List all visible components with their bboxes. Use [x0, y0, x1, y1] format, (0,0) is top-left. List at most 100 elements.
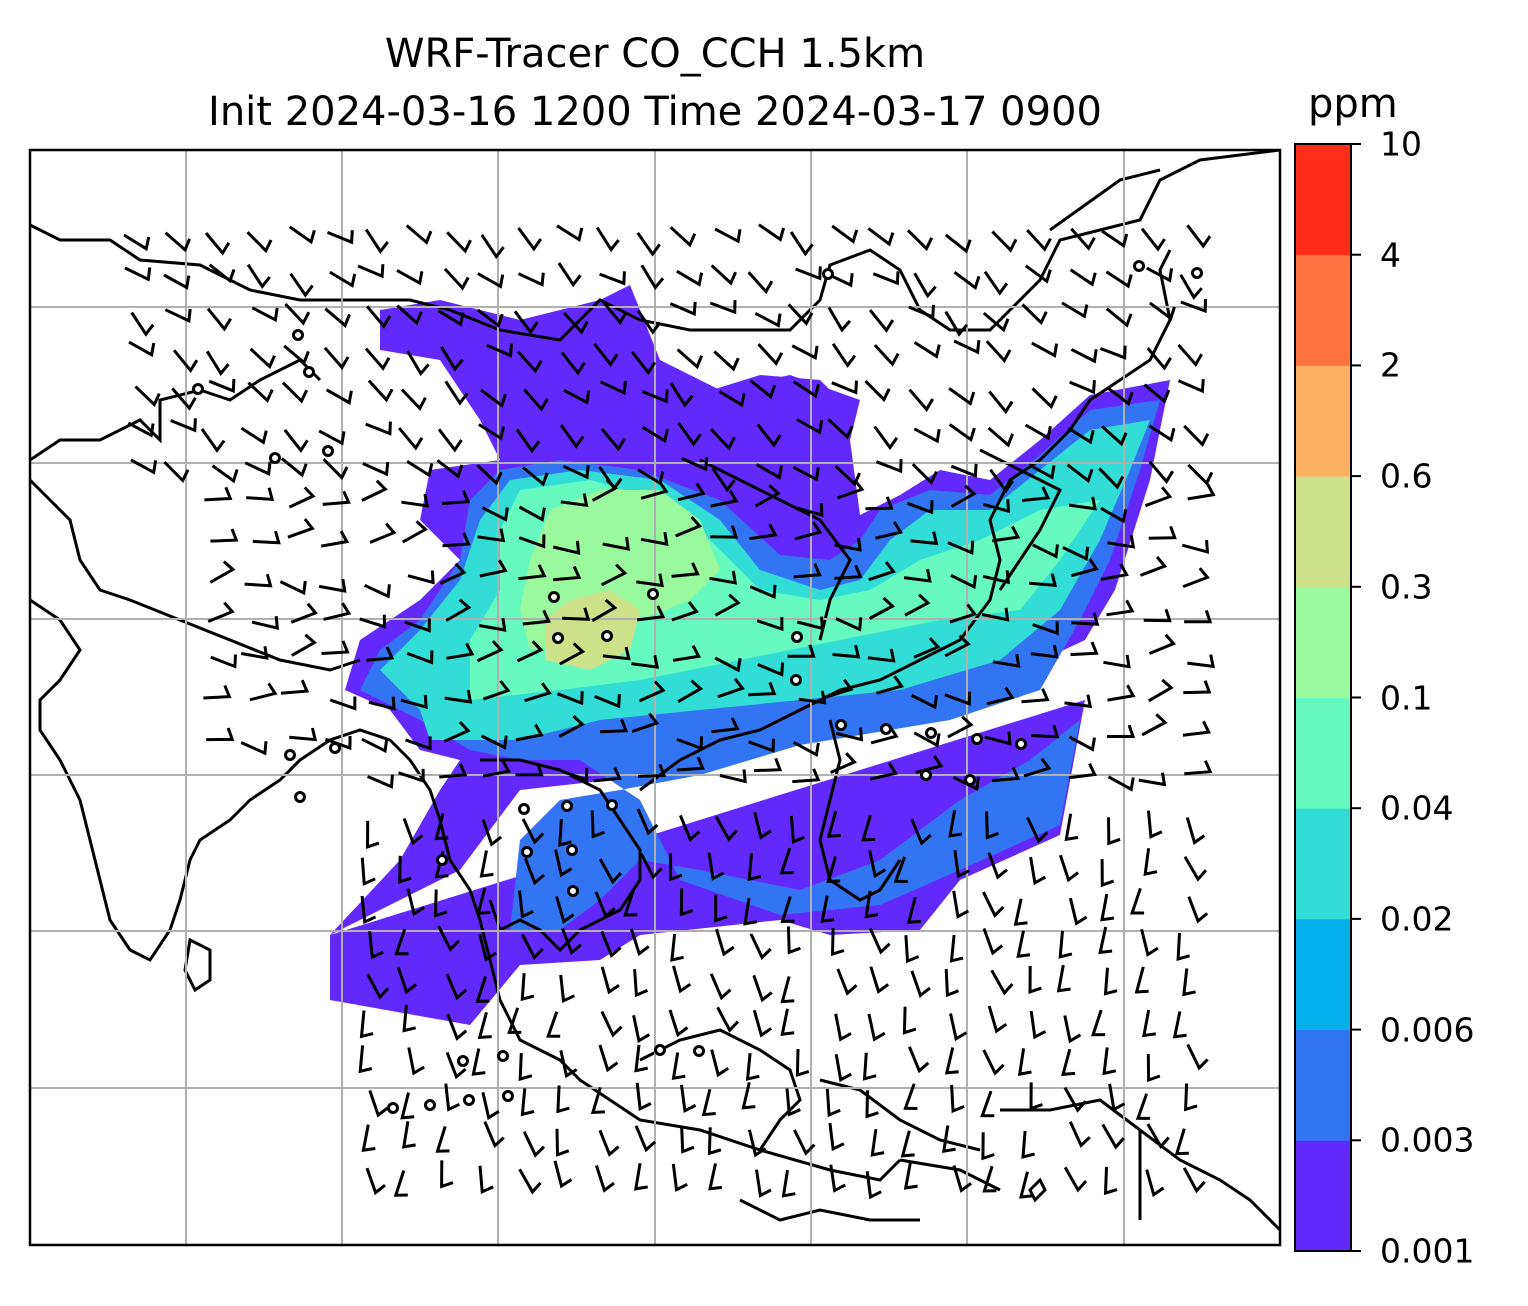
wind-barb [398, 768, 425, 783]
wind-barb [400, 694, 428, 709]
wind-barb [600, 563, 628, 587]
wind-barb [1068, 763, 1097, 780]
wind-barb [406, 350, 430, 377]
wind-barb [482, 759, 512, 778]
wind-barb [865, 1171, 882, 1200]
wind-barb [911, 463, 938, 485]
wind-barb [518, 1168, 542, 1195]
wind-barb [941, 1125, 956, 1154]
wind-barb [558, 715, 585, 738]
wind-barb [478, 1165, 494, 1195]
wind-barb [708, 1163, 723, 1191]
wind-barb [745, 1053, 760, 1081]
wind-barb [521, 933, 544, 961]
wind-barb [561, 767, 589, 783]
wind-barb [1024, 264, 1052, 284]
wind-barb [679, 814, 701, 843]
wind-barb [366, 973, 390, 1000]
wind-barb [793, 1129, 816, 1156]
wind-barb [793, 563, 822, 579]
calm-circle [561, 800, 573, 812]
wind-barb [476, 464, 503, 486]
wind-barb [324, 735, 352, 751]
wind-barb [1181, 539, 1210, 554]
wind-barb [944, 1047, 959, 1075]
wind-barb [1029, 1082, 1043, 1111]
wind-barb [677, 482, 706, 502]
colorbar-tick-label: 2 [1380, 345, 1401, 385]
wind-barb [1187, 896, 1209, 924]
wind-barb [320, 530, 350, 548]
wind-barb [781, 1169, 796, 1198]
wind-barb [557, 262, 582, 288]
wind-barb [864, 380, 891, 403]
wind-barb [171, 387, 197, 411]
wind-barb [868, 596, 895, 620]
wind-barb [1021, 1130, 1035, 1159]
wind-barb [1107, 534, 1136, 549]
wind-barb [1068, 496, 1097, 511]
wind-barb [826, 272, 854, 288]
wind-barb [903, 568, 932, 583]
colorbar-segment [1295, 918, 1351, 1031]
wind-barb [743, 897, 758, 926]
wind-barb [522, 466, 549, 487]
wind-barb [522, 1131, 546, 1158]
wind-barb [710, 264, 737, 286]
wind-barb [1056, 964, 1071, 993]
wind-barb [669, 301, 697, 317]
wind-barb [835, 727, 864, 742]
wind-barb [555, 1128, 570, 1157]
wind-barb [1063, 1015, 1082, 1044]
wind-barb [1108, 1083, 1126, 1112]
wind-barb [367, 379, 394, 403]
wind-barb [400, 1092, 415, 1120]
wind-barb [363, 583, 391, 599]
wind-barb [204, 232, 231, 256]
wind-barb [559, 1049, 578, 1079]
wind-barb [517, 227, 543, 252]
colorbar-segment [1295, 1140, 1351, 1252]
wind-barb [991, 525, 1021, 543]
wind-barb [595, 226, 620, 253]
wind-barb [794, 521, 823, 541]
wind-barb [710, 1049, 730, 1078]
calm-circle [269, 452, 281, 464]
wind-barb [1101, 425, 1128, 447]
calm-circle [457, 1055, 469, 1067]
wind-barb [1148, 424, 1176, 443]
calm-circle [322, 445, 334, 457]
wind-barb [562, 311, 589, 335]
wind-barb [439, 763, 468, 779]
wind-barb [130, 311, 155, 337]
wind-barb [480, 388, 507, 408]
wind-barb [1182, 1167, 1206, 1194]
wind-barb [747, 1129, 767, 1158]
wind-barb [792, 465, 820, 482]
wind-barb [748, 681, 777, 697]
wind-barb [669, 382, 694, 408]
wind-barb [1147, 810, 1163, 839]
wind-barb [944, 691, 972, 706]
wind-barb [446, 1013, 468, 1041]
wind-barb [556, 1085, 570, 1114]
graticule [30, 150, 1280, 1245]
wind-barb [875, 459, 903, 474]
wind-barb [478, 423, 506, 441]
wind-barb [1184, 609, 1213, 624]
wind-barb [796, 418, 824, 435]
wind-barb [321, 640, 350, 655]
colorbar-tick-label: 4 [1380, 235, 1401, 275]
colorbar-tick-label: 0.6 [1380, 456, 1433, 496]
wind-barb [944, 233, 972, 254]
wind-barb [795, 1048, 810, 1078]
wind-barb [1172, 1011, 1187, 1039]
wind-barb [623, 889, 638, 917]
calm-circle [1133, 260, 1145, 272]
wind-barb [359, 614, 387, 629]
wind-barb [205, 350, 230, 376]
wind-barb [554, 849, 573, 878]
wind-barb [868, 309, 895, 333]
wind-barb [396, 269, 424, 286]
wind-barb [402, 817, 424, 846]
